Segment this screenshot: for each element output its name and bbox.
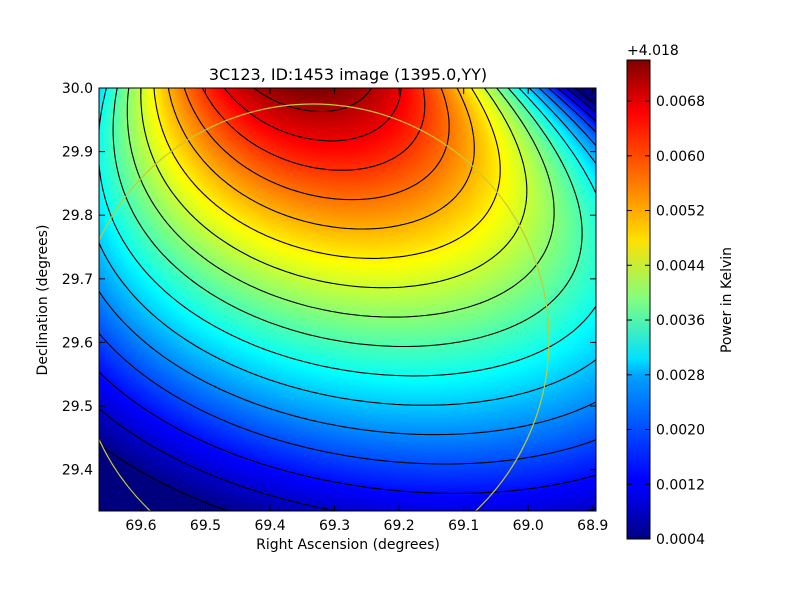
contour-line — [99, 88, 596, 377]
colorbar-label: Power in Kelvin — [719, 247, 735, 353]
colorbar-tick-label: 0.0060 — [656, 149, 705, 165]
colorbar-tick-label: 0.0028 — [656, 368, 705, 384]
contour-line — [167, 88, 475, 230]
y-tick-label: 29.7 — [62, 272, 93, 288]
contour-line — [223, 88, 402, 142]
y-tick-label: 29.4 — [62, 463, 93, 479]
colorbar: 0.0004 0.0012 0.0020 0.0028 0.0036 0.0044 0.00… — [626, 43, 735, 548]
chart-title: 3C123, ID:1453 image (1395.0,YY) — [209, 65, 487, 84]
colorbar-offset-label: +4.018 — [627, 43, 679, 59]
contour-line — [99, 88, 596, 465]
contour-line — [99, 88, 596, 406]
y-axis-label: Declination (degrees) — [35, 225, 51, 376]
x-tick-label: 68.9 — [577, 518, 608, 534]
x-tick-label: 69.6 — [125, 518, 156, 534]
y-tick-label: 29.5 — [62, 399, 93, 415]
x-tick-label: 69.0 — [513, 518, 544, 534]
x-tick-label: 69.2 — [384, 518, 415, 534]
y-tick-label: 30.0 — [62, 81, 93, 97]
colorbar-frame — [626, 59, 651, 540]
x-tick-label: 69.4 — [254, 518, 285, 534]
y-tick-label: 29.6 — [62, 335, 93, 351]
beam-circle — [99, 103, 550, 511]
contour-lines — [99, 88, 596, 511]
contour-line — [112, 88, 583, 348]
colorbar-tick-label: 0.0052 — [656, 204, 705, 220]
colorbar-tick-label: 0.0020 — [656, 423, 705, 439]
y-tick-label: 29.9 — [62, 145, 93, 161]
x-axis-label: Right Ascension (degrees) — [256, 537, 440, 553]
x-tick-label: 69.3 — [319, 518, 350, 534]
y-axis: 29.4 29.5 29.6 29.7 29.8 29.9 30.0 — [62, 81, 596, 479]
plot-frame — [98, 87, 597, 512]
colorbar-tick-label: 0.0068 — [656, 94, 705, 110]
colorbar-ticks: 0.0004 0.0012 0.0020 0.0028 0.0036 0.0044 0.00… — [627, 94, 705, 548]
colorbar-tick-label: 0.0004 — [656, 532, 705, 548]
heatmap-image — [99, 88, 596, 511]
plot-area — [98, 87, 597, 512]
x-axis: 69.6 69.5 69.4 69.3 69.2 69.1 69.0 68.9 — [125, 88, 608, 534]
contour-line — [99, 88, 596, 494]
colorbar-tick-label: 0.0044 — [656, 258, 705, 274]
y-tick-label: 29.8 — [62, 208, 93, 224]
x-tick-label: 69.5 — [190, 518, 221, 534]
contour-line — [153, 88, 501, 259]
colorbar-tick-label: 0.0012 — [656, 477, 705, 493]
x-tick-label: 69.1 — [448, 518, 479, 534]
colorbar-tick-label: 0.0036 — [656, 313, 705, 329]
colorbar-gradient — [627, 60, 650, 539]
contour-line — [202, 88, 426, 171]
contour-line — [99, 88, 596, 511]
